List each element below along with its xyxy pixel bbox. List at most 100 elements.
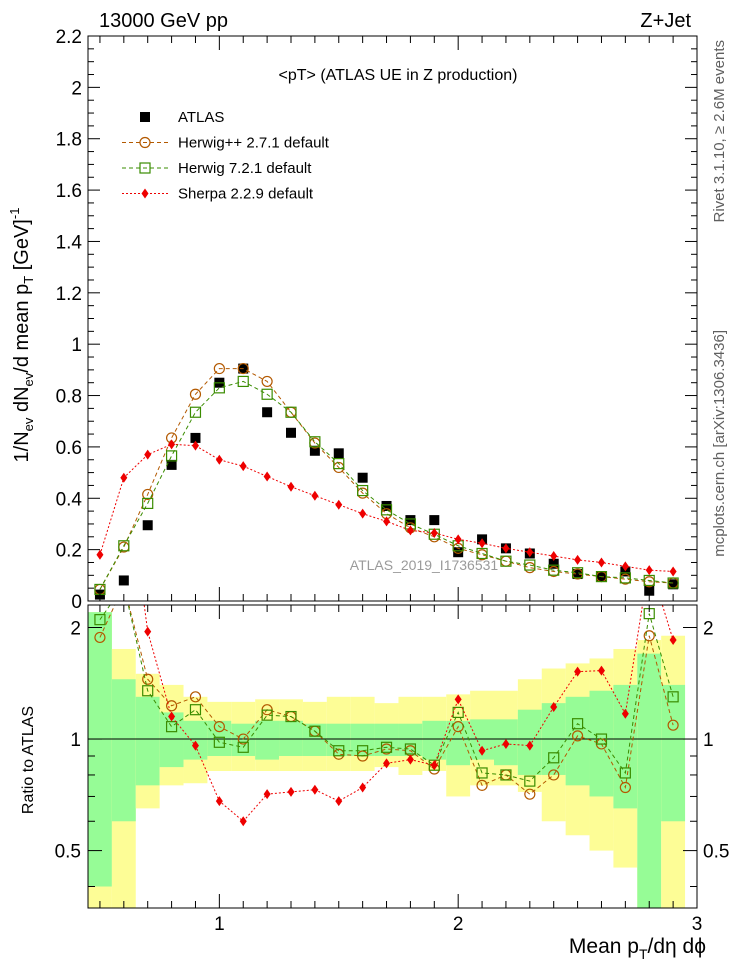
main-y-tick-label: 0.4: [56, 489, 83, 510]
data-point-sherpa-2-2-9-default: [526, 547, 534, 558]
ratio-point-sherpa-2-2-9-default: [239, 816, 247, 827]
data-point-atlas: [548, 558, 559, 569]
data-point-herwig-2-7-1-default: [261, 375, 273, 388]
data-point-herwig-7-2-1-default: [213, 382, 225, 394]
ratio-y-tick-label: 2: [70, 618, 81, 639]
uncertainty-band-inner: [613, 684, 638, 809]
uncertainty-band-inner: [637, 653, 662, 908]
ratio-point-herwig-7-2-1-default: [476, 767, 488, 779]
data-point-atlas: [142, 520, 153, 531]
header-right: Z+Jet: [640, 10, 691, 32]
data-point-atlas: [262, 407, 273, 418]
data-point-atlas: [286, 427, 296, 438]
ratio-line-herwig-7-2-1-default: [99, 605, 674, 782]
ratio-point-sherpa-2-2-9-default: [335, 796, 343, 807]
data-point-sherpa-2-2-9-default: [120, 472, 128, 483]
data-point-sherpa-2-2-9-default: [574, 554, 582, 565]
legend-marker-sherpa-2-2-9-default: [141, 188, 149, 199]
data-point-atlas: [190, 432, 201, 443]
uncertainty-band-inner: [446, 720, 471, 766]
ratio-point-herwig-7-2-1-default: [571, 718, 584, 730]
uncertainty-band-inner: [111, 679, 136, 822]
ratio-point-sherpa-2-2-9-default: [191, 740, 199, 751]
ratio-point-herwig-7-2-1-default: [619, 767, 631, 779]
legend-marker-herwig-2-7-1-default: [139, 136, 151, 149]
data-point-sherpa-2-2-9-default: [263, 471, 271, 482]
ratio-point-herwig-2-7-1-default: [524, 788, 536, 800]
ratio-point-herwig-7-2-1-default: [94, 614, 106, 626]
uncertainty-band-inner: [159, 712, 184, 768]
data-point-herwig-7-2-1-default: [571, 567, 584, 579]
ratio-point-sherpa-2-2-9-default: [597, 665, 605, 676]
ratio-y-tick-label: 1: [70, 730, 81, 751]
main-y-tick-label: 1: [71, 335, 82, 356]
main-series-layer: [94, 362, 679, 600]
uncertainty-band-inner: [661, 684, 686, 822]
data-point-herwig-2-7-1-default: [237, 362, 249, 375]
ratio-point-herwig-7-2-1-default: [380, 741, 393, 753]
ratio-point-herwig-7-2-1-default: [165, 721, 178, 733]
uncertainty-band-inner: [279, 720, 303, 757]
ratio-point-sherpa-2-2-9-default: [526, 740, 534, 751]
data-point-herwig-7-2-1-default: [333, 458, 345, 470]
ratio-point-herwig-2-7-1-default: [571, 730, 584, 742]
ratio-point-herwig-7-2-1-default: [548, 752, 560, 764]
ratio-point-herwig-2-7-1-default: [213, 721, 225, 733]
ratio-point-sherpa-2-2-9-default: [120, 446, 127, 456]
ratio-point-herwig-2-7-1-default: [476, 779, 488, 791]
data-point-herwig-7-2-1-default: [619, 572, 631, 584]
data-point-atlas: [668, 579, 679, 590]
main-y-tick-label: 0.6: [56, 438, 82, 459]
data-point-herwig-7-2-1-default: [380, 504, 393, 516]
ratio-point-sherpa-2-2-9-default: [621, 708, 629, 719]
data-point-herwig-7-2-1-default: [309, 436, 321, 448]
x-tick-label: 1: [214, 914, 225, 935]
ratio-point-herwig-2-7-1-default: [165, 700, 178, 712]
plot-title: <pT> (ATLAS UE in Z production): [279, 67, 518, 84]
data-point-atlas: [572, 569, 583, 580]
legend-label-atlas: ATLAS: [178, 109, 224, 126]
uncertainty-band-inner: [135, 696, 160, 786]
ratio-point-sherpa-2-2-9-default: [454, 694, 462, 705]
data-point-sherpa-2-2-9-default: [383, 516, 391, 527]
data-point-atlas: [405, 515, 416, 526]
ratio-point-sherpa-2-2-9-default: [263, 789, 271, 800]
data-point-herwig-7-2-1-default: [165, 450, 178, 462]
uncertainty-bands: [88, 612, 686, 908]
data-point-herwig-7-2-1-default: [237, 375, 249, 388]
ratio-point-sherpa-2-2-9-default: [168, 711, 176, 722]
data-point-sherpa-2-2-9-default: [191, 440, 199, 451]
legend-marker-herwig-7-2-1-default: [139, 162, 151, 174]
uncertainty-band-inner: [255, 720, 280, 760]
data-point-sherpa-2-2-9-default: [406, 525, 414, 536]
data-point-herwig-2-7-1-default: [189, 388, 202, 400]
main-y-tick-label: 1.8: [56, 130, 82, 151]
uncertainty-band-inner: [350, 723, 375, 757]
ratio-point-herwig-2-7-1-default: [667, 719, 679, 731]
data-point-sherpa-2-2-9-default: [430, 527, 438, 538]
data-point-sherpa-2-2-9-default: [287, 481, 295, 492]
analysis-watermark: ATLAS_2019_I1736531: [350, 557, 499, 573]
ratio-point-herwig-2-7-1-default: [643, 630, 655, 642]
legend-marker-atlas: [140, 112, 150, 122]
data-point-sherpa-2-2-9-default: [621, 561, 629, 572]
data-point-atlas: [118, 575, 129, 586]
ratio-point-herwig-7-2-1-default: [213, 736, 225, 748]
main-y-tick-label: 1.2: [56, 284, 82, 305]
ratio-series-layer: [94, 446, 679, 827]
data-point-sherpa-2-2-9-default: [168, 439, 176, 450]
ratio-line-herwig-2-7-1-default: [99, 605, 674, 795]
data-point-sherpa-2-2-9-default: [359, 508, 367, 519]
data-point-sherpa-2-2-9-default: [597, 557, 605, 568]
data-point-sherpa-2-2-9-default: [669, 566, 677, 577]
legend: ATLAS Herwig++ 2.7.1 default Herwig 7.2.1 …: [122, 109, 330, 203]
data-point-herwig-2-7-1-default: [213, 362, 225, 375]
data-point-atlas: [357, 472, 368, 483]
data-point-atlas: [453, 547, 464, 558]
x-axis-title: Mean pT/dη dϕ: [569, 935, 706, 962]
ratio-point-sherpa-2-2-9-default: [502, 738, 510, 749]
data-point-sherpa-2-2-9-default: [96, 549, 104, 560]
data-point-atlas: [620, 566, 631, 577]
legend-label-herwig-2-7-1-default: Herwig++ 2.7.1 default: [178, 135, 330, 152]
